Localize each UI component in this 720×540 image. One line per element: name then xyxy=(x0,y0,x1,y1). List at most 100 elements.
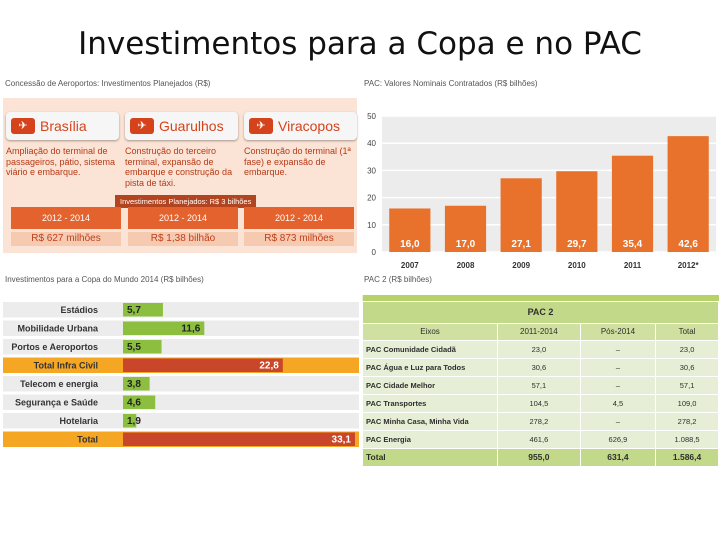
table-cell: 631,4 xyxy=(579,447,657,467)
column-header: Total xyxy=(655,322,719,341)
bar-value-label: 5,5 xyxy=(127,342,141,353)
table-row: PAC Transportes 104,5 4,5 109,0 xyxy=(362,393,719,413)
y-tick-label: 50 xyxy=(367,112,376,121)
bar-value-label: 42,6 xyxy=(678,239,698,250)
bar xyxy=(123,321,205,335)
y-tick-label: 20 xyxy=(367,194,376,203)
airport-description: Construção do terceiro terminal, expansã… xyxy=(125,146,233,188)
y-tick-label: 40 xyxy=(367,139,376,148)
bar xyxy=(123,303,163,317)
table-cell: PAC Energia xyxy=(362,429,498,449)
x-tick-label: 2007 xyxy=(401,261,419,270)
table-cell: 23,0 xyxy=(497,339,581,359)
bar xyxy=(667,136,709,252)
category-label: Mobilidade Urbana xyxy=(17,324,99,334)
x-tick-label: 2012* xyxy=(678,261,700,270)
investment-box: 2012 - 2014 R$ 627 milhões xyxy=(11,207,121,249)
table-total-row: Total 955,0 631,4 1.586,4 xyxy=(362,447,719,467)
y-tick-label: 10 xyxy=(367,221,376,230)
airport-name-badge: ✈ Viracopos xyxy=(244,112,357,140)
investment-value: R$ 627 milhões xyxy=(11,232,121,246)
airport-name: Guarulhos xyxy=(159,118,224,134)
column-header: Eixos xyxy=(362,322,498,341)
category-label: Total xyxy=(77,435,98,445)
category-label: Total Infra Civil xyxy=(34,361,98,371)
investment-period: 2012 - 2014 xyxy=(244,207,354,229)
pac-chart-label: PAC: Valores Nominais Contratados (R$ bi… xyxy=(364,79,538,88)
airport-name-badge: ✈ Guarulhos xyxy=(125,112,238,140)
table-cell: PAC Minha Casa, Minha Vida xyxy=(362,411,498,431)
table-cell: 57,1 xyxy=(655,375,719,395)
table-cell: 278,2 xyxy=(655,411,719,431)
table-row: PAC Minha Casa, Minha Vida 278,2 – 278,2 xyxy=(362,411,719,431)
table-cell: PAC Cidade Melhor xyxy=(362,375,498,395)
pac2-table-label: PAC 2 (R$ bilhões) xyxy=(364,275,432,284)
bar-value-label: 22,8 xyxy=(259,361,279,372)
column-header: Pós-2014 xyxy=(579,322,657,341)
row-background xyxy=(3,339,359,355)
category-label: Portos e Aeroportos xyxy=(11,342,98,352)
airports-label: Concessão de Aeroportos: Investimentos P… xyxy=(5,79,211,88)
table-cell: – xyxy=(579,339,657,359)
bar xyxy=(123,414,137,428)
bar-value-label: 17,0 xyxy=(456,239,476,250)
pac2-table: PAC 2 Eixos 2011-2014 Pós-2014 Total PAC… xyxy=(362,295,719,467)
bar xyxy=(123,395,156,409)
bar xyxy=(123,432,355,446)
table-cell: 57,1 xyxy=(497,375,581,395)
table-cell: 461,6 xyxy=(497,429,581,449)
airport-viracopos: ✈ Viracopos Construção do terminal (1ª f… xyxy=(244,112,357,178)
y-tick-label: 0 xyxy=(372,248,377,257)
bar-value-label: 3,8 xyxy=(127,379,141,390)
row-background xyxy=(3,376,359,392)
category-label: Telecom e energia xyxy=(20,379,99,389)
airport-name: Brasília xyxy=(40,118,87,134)
airplane-icon: ✈ xyxy=(11,118,35,134)
x-tick-label: 2008 xyxy=(457,261,475,270)
pac-contracts-bar-chart: 0 10 20 30 40 50 16,0 2007 17,0 2008 27,1 2009 29,7 2… xyxy=(367,112,716,270)
table-row: PAC Comunidade Cidadã 23,0 – 23,0 xyxy=(362,339,719,359)
x-tick-label: 2009 xyxy=(512,261,530,270)
bar xyxy=(611,155,654,252)
row-background xyxy=(3,413,359,429)
table-cell: PAC Água e Luz para Todos xyxy=(362,357,498,377)
table-cell: PAC Transportes xyxy=(362,393,498,413)
airport-name-badge: ✈ Brasília xyxy=(6,112,119,140)
category-label: Segurança e Saúde xyxy=(15,398,98,408)
bar-value-label: 1,9 xyxy=(127,416,141,427)
table-header-row: Eixos 2011-2014 Pós-2014 Total xyxy=(362,322,719,341)
bar-value-label: 27,1 xyxy=(511,239,531,250)
airports-panel: ✈ Brasília Ampliação do terminal de pass… xyxy=(3,98,357,253)
investment-period: 2012 - 2014 xyxy=(11,207,121,229)
bar xyxy=(556,171,598,252)
bar xyxy=(444,205,487,252)
x-tick-label: 2010 xyxy=(568,261,586,270)
table-cell: 1.586,4 xyxy=(655,447,719,467)
slide-title: Investimentos para a Copa e no PAC xyxy=(78,26,642,62)
airport-name: Viracopos xyxy=(278,118,341,134)
airport-brasilia: ✈ Brasília Ampliação do terminal de pass… xyxy=(6,112,119,178)
airplane-icon: ✈ xyxy=(249,118,273,134)
table-cell: 30,6 xyxy=(497,357,581,377)
table-row: PAC Energia 461,6 626,9 1.088,5 xyxy=(362,429,719,449)
bar xyxy=(123,358,283,372)
bar xyxy=(389,208,431,252)
airplane-icon: ✈ xyxy=(130,118,154,134)
table-cell: Total xyxy=(362,447,498,467)
bar-value-label: 5,7 xyxy=(127,305,141,316)
investment-total-tag: Investimentos Planejados: R$ 3 bilhões xyxy=(115,195,257,208)
table-title-row: PAC 2 xyxy=(362,300,719,324)
table-cell: – xyxy=(579,357,657,377)
table-cell: 955,0 xyxy=(497,447,581,467)
category-label: Hotelaria xyxy=(59,416,99,426)
investment-box: 2012 - 2014 R$ 1,38 bilhão xyxy=(128,207,238,249)
bar-value-label: 35,4 xyxy=(623,239,643,250)
bar xyxy=(500,178,542,252)
category-label: Estádios xyxy=(60,305,98,315)
table-title: PAC 2 xyxy=(362,300,719,324)
x-tick-label: 2011 xyxy=(624,261,642,270)
table-cell: 30,6 xyxy=(655,357,719,377)
table-cell: 626,9 xyxy=(579,429,657,449)
bar-value-label: 4,6 xyxy=(127,398,141,409)
plot-background xyxy=(382,116,716,252)
